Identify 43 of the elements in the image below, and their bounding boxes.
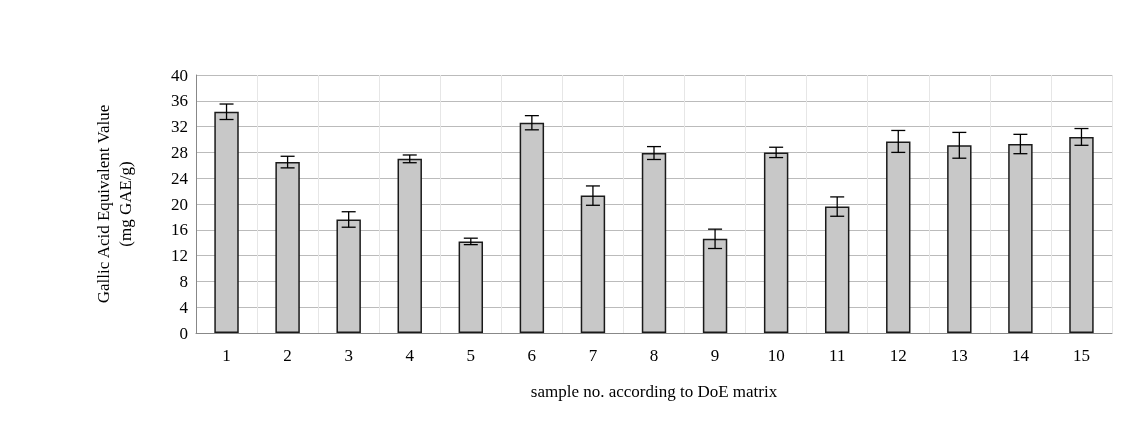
y-tick-label: 0 [179, 323, 188, 343]
bar [641, 153, 667, 333]
x-axis-title: sample no. according to DoE matrix [530, 382, 778, 401]
x-tick-label: 5 [466, 346, 476, 365]
y-tick-label: 12 [171, 246, 188, 266]
x-tick-label: 10 [767, 346, 785, 365]
x-tick-label: 2 [283, 346, 292, 365]
x-tick-label: 11 [829, 346, 846, 365]
x-tick-label: 14 [1011, 346, 1030, 365]
bar [275, 162, 300, 333]
x-tick-label: 15 [1072, 346, 1090, 365]
y-axis-title: Gallic Acid Equivalent Value (mg GAE/g) [93, 104, 135, 304]
x-tick-label: 6 [527, 346, 537, 365]
bar [214, 111, 239, 333]
y-tick-label: 32 [171, 117, 188, 137]
bar [1008, 144, 1033, 333]
x-tick-label: 7 [588, 346, 598, 365]
bar [336, 219, 361, 333]
y-tick-label: 28 [171, 142, 188, 162]
bar [886, 141, 911, 333]
bar [580, 195, 606, 333]
bar [458, 241, 484, 333]
bar [397, 158, 422, 333]
bar [1069, 136, 1094, 333]
y-tick-label: 4 [179, 297, 189, 317]
y-tick-label: 20 [171, 194, 188, 214]
y-tick-label: 40 [171, 65, 188, 85]
bar [947, 145, 972, 333]
y-tick-label: 16 [171, 220, 188, 240]
bar [702, 238, 728, 333]
x-tick-label: 9 [710, 346, 720, 365]
x-tick-label: 4 [405, 346, 415, 365]
y-tick-label: 36 [171, 91, 188, 111]
bar [763, 152, 789, 333]
bar [519, 122, 545, 333]
bar [824, 206, 850, 333]
x-tick-label: 13 [950, 346, 968, 365]
x-tick-label: 3 [344, 346, 353, 365]
x-tick-label: 8 [649, 346, 659, 365]
x-tick-label: 1 [222, 346, 231, 365]
y-tick-label: 8 [179, 271, 188, 291]
x-tick-label: 12 [889, 346, 907, 365]
y-tick-label: 24 [171, 168, 189, 188]
